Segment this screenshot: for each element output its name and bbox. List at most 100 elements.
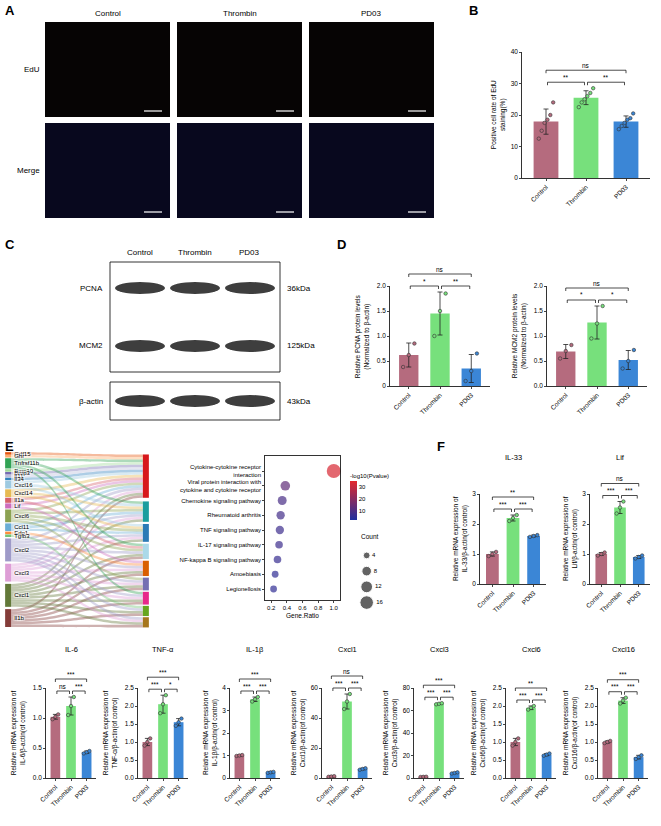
svg-text:IL-17 signaling pathway: IL-17 signaling pathway [198,542,261,548]
svg-text:40: 40 [511,48,519,55]
svg-text:2: 2 [222,729,226,736]
svg-text:Control: Control [499,783,519,803]
svg-text:16: 16 [376,599,383,605]
svg-text:Thrombin: Thrombin [234,783,259,808]
svg-text:12: 12 [375,583,382,589]
svg-text:Thrombin: Thrombin [223,9,257,18]
svg-text:Tgfb3: Tgfb3 [14,533,30,539]
svg-text:0: 0 [222,774,226,781]
svg-text:Thrombin: Thrombin [178,248,212,257]
svg-text:60: 60 [311,684,319,691]
svg-text:***: *** [625,487,633,494]
svg-text:***: *** [159,669,167,676]
svg-text:Relative mRNA expression ofCxc: Relative mRNA expression ofCxcl3/β-actin… [382,690,398,775]
svg-text:0: 0 [472,580,476,587]
svg-text:Control: Control [315,783,335,803]
svg-text:1: 1 [472,550,476,557]
svg-text:Lif: Lif [616,453,625,462]
svg-text:Tnfrsf11b: Tnfrsf11b [14,460,40,466]
svg-text:Control: Control [127,248,153,257]
svg-text:***: *** [435,677,443,684]
svg-text:0: 0 [314,774,318,781]
svg-text:PD03: PD03 [520,589,537,606]
svg-text:Control: Control [95,9,121,18]
svg-text:Bmp10: Bmp10 [14,468,34,474]
svg-text:Cytokine-cytokine receptorinte: Cytokine-cytokine receptorinteraction [190,464,261,478]
svg-text:0.6: 0.6 [298,605,307,611]
svg-text:Chemokine signaling pathway: Chemokine signaling pathway [181,498,261,504]
svg-text:1.0: 1.0 [33,714,42,721]
svg-text:Edn1: Edn1 [14,530,29,536]
svg-text:40: 40 [311,714,319,721]
svg-text:Control: Control [223,783,243,803]
svg-text:Legionellosis: Legionellosis [226,586,261,592]
svg-text:2.0: 2.0 [585,702,594,709]
svg-text:Control: Control [584,589,604,609]
svg-text:2.0: 2.0 [125,702,134,709]
svg-text:0.0: 0.0 [585,774,594,781]
svg-text:***: *** [259,683,267,690]
svg-text:PD03: PD03 [533,783,550,800]
svg-text:-log10(Pvalue): -log10(Pvalue) [350,473,389,479]
svg-text:30: 30 [359,484,366,490]
svg-text:***: *** [151,681,159,688]
svg-text:Control: Control [39,783,59,803]
svg-text:Il11: Il11 [14,473,24,479]
svg-text:PD03: PD03 [613,183,630,200]
svg-text:0.5: 0.5 [125,756,134,763]
svg-text:Relative MCM2 protein levels(N: Relative MCM2 protein levels(Normalized … [511,293,527,378]
svg-text:MCM2: MCM2 [79,341,103,350]
svg-text:0: 0 [582,580,586,587]
svg-text:**: ** [563,74,569,81]
svg-text:IL-6: IL-6 [65,645,78,654]
svg-text:10: 10 [359,508,366,514]
svg-text:1.5: 1.5 [377,307,386,314]
svg-text:0: 0 [514,174,518,181]
svg-text:60: 60 [403,707,411,714]
svg-text:1.0: 1.0 [585,738,594,745]
svg-text:2.5: 2.5 [125,684,134,691]
svg-text:0.0: 0.0 [33,774,42,781]
svg-text:β-actin: β-actin [79,397,103,406]
svg-text:Cxcl16: Cxcl16 [612,645,635,654]
svg-text:Relative mRNA expression ofIL-: Relative mRNA expression ofIL-33/β-actin… [452,496,468,581]
svg-text:3: 3 [222,707,226,714]
svg-text:1.0: 1.0 [493,738,502,745]
svg-text:B: B [469,3,478,18]
svg-text:Lif: Lif [14,503,21,509]
svg-text:IL-33: IL-33 [505,453,522,462]
svg-text:30: 30 [511,80,519,87]
svg-text:Amoebiasis: Amoebiasis [230,571,261,577]
svg-text:PD03: PD03 [239,248,260,257]
svg-text:1.0: 1.0 [534,332,543,339]
svg-text:**: ** [603,74,609,81]
svg-text:0.5: 0.5 [493,756,502,763]
svg-text:F: F [437,439,445,454]
svg-text:Bmp3: Bmp3 [14,470,30,476]
svg-text:ns: ns [593,280,601,287]
svg-text:2.0: 2.0 [534,282,543,289]
svg-text:Count: Count [361,533,379,540]
svg-text:1.5: 1.5 [534,307,543,314]
svg-text:Cxcl1: Cxcl1 [14,592,30,598]
svg-text:*: * [580,291,583,298]
svg-text:2: 2 [582,520,586,527]
svg-text:PD03: PD03 [458,391,475,408]
svg-text:Relative mRNA expression ofIL-: Relative mRNA expression ofIL-6/β-actin(… [10,691,26,776]
svg-text:PD03: PD03 [349,783,366,800]
svg-text:4: 4 [222,684,226,691]
svg-text:Thrombin: Thrombin [418,783,443,808]
svg-text:Relative mRNA expression ofLif: Relative mRNA expression ofLif/β-actin(o… [562,496,578,581]
svg-text:*: * [423,278,426,285]
svg-text:Control: Control [591,783,611,803]
svg-text:NF-kappa B signaling pathway: NF-kappa B signaling pathway [180,557,261,563]
svg-text:E: E [5,439,14,454]
svg-text:ns: ns [59,683,67,690]
svg-text:0.5: 0.5 [534,357,543,364]
svg-text:43kDa: 43kDa [287,397,311,406]
svg-text:D: D [337,237,346,252]
svg-text:PCNA: PCNA [80,284,103,293]
svg-text:Positive cell rate of EdUstain: Positive cell rate of EdUstaining(%) [490,80,506,149]
svg-text:Cxcl3: Cxcl3 [430,645,449,654]
svg-text:40: 40 [403,729,411,736]
